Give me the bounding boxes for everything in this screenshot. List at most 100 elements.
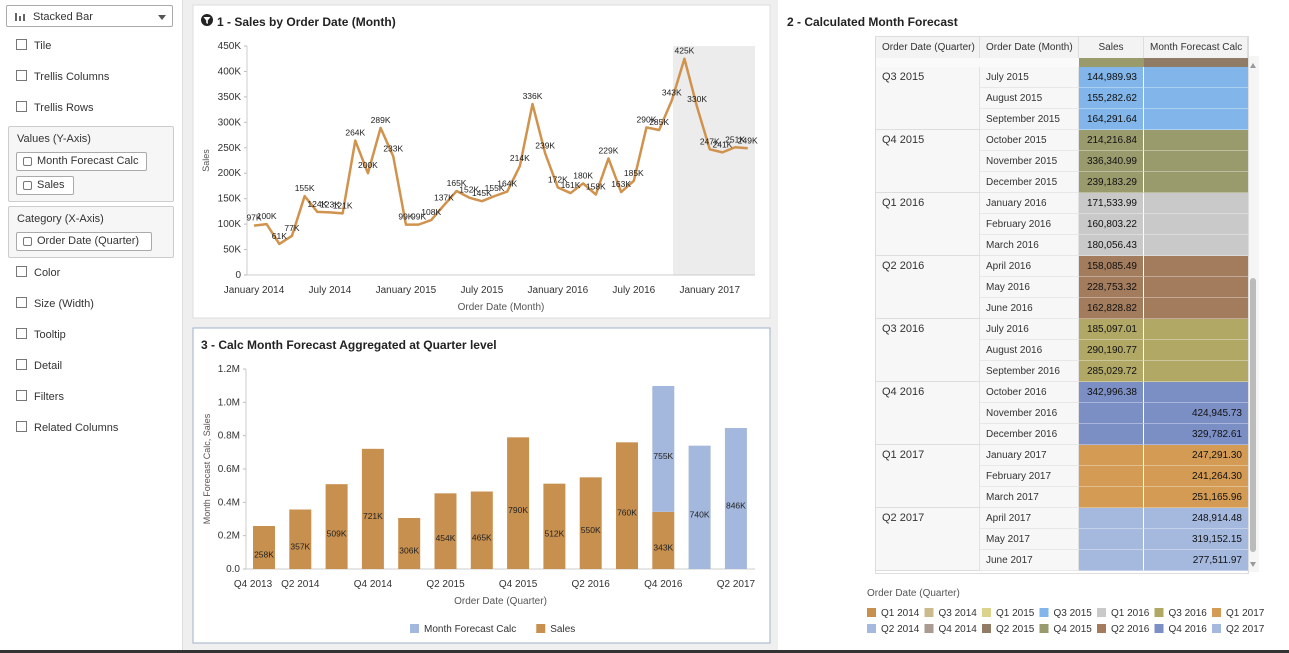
y-tick-label: 250K: [218, 143, 242, 154]
label: Tooltip: [34, 329, 66, 341]
panel-item[interactable]: Trellis Rows: [16, 99, 94, 117]
column-header[interactable]: Sales: [1079, 37, 1144, 58]
x-tick-label: January 2016: [528, 285, 589, 296]
column-header[interactable]: Order Date (Month): [980, 37, 1079, 58]
month-cell: March 2017: [980, 487, 1079, 508]
data-label: 425K: [675, 46, 695, 56]
panel-item[interactable]: Filters: [16, 388, 64, 406]
month-cell: December 2015: [980, 172, 1079, 193]
legend-swatch: [1097, 624, 1106, 633]
sales-cell: 155,282.62: [1079, 88, 1144, 109]
quarter-cell: Q3 2016: [876, 319, 980, 382]
label: Tile: [34, 40, 52, 52]
month-cell: December 2016: [980, 424, 1079, 445]
viz-type: Stacked Bar: [33, 11, 93, 23]
table-row: June 2017 277,511.97: [980, 550, 1248, 571]
data-label: 264K: [345, 128, 365, 138]
bar-segment: [579, 477, 602, 569]
y-tick-label: 50K: [223, 245, 241, 256]
month-cell: February 2017: [980, 466, 1079, 487]
table-row: January 2016 171,533.99: [980, 193, 1248, 214]
data-label: 158K: [586, 182, 606, 192]
data-label: 454K: [436, 533, 456, 543]
bar-segment: [652, 511, 675, 569]
data-label: 740K: [690, 509, 710, 519]
grammar-panel: Stacked Bar Tile Trellis Columns Trellis R…: [0, 0, 183, 650]
header-row: Order Date (Quarter) Order Date (Month) Sa…: [876, 37, 1248, 59]
sales-cell: 285,029.72: [1079, 361, 1144, 382]
table-row: July 2015 144,989.93: [980, 67, 1248, 88]
sales-cell: [1079, 424, 1144, 445]
table-row: April 2017 248,914.48: [980, 508, 1248, 529]
sales-cell: 180,056.43: [1079, 235, 1144, 256]
table-row: October 2015 214,216.84: [980, 130, 1248, 151]
pill[interactable]: Month Forecast Calc: [16, 152, 148, 171]
forecast-cell: [1144, 193, 1248, 214]
month-cell: May 2017: [980, 529, 1079, 550]
forecast-cell: [1144, 151, 1248, 172]
data-label: 123K: [320, 199, 340, 209]
legend-label: Q4 2015: [1054, 624, 1093, 635]
y-tick-label: 100K: [218, 219, 242, 230]
data-label: 163K: [611, 179, 631, 189]
sales-cell: 162,828.82: [1079, 298, 1144, 319]
y-tick-label: 200K: [218, 168, 242, 179]
quarter-cell: Q2 2016: [876, 256, 980, 319]
panel-item[interactable]: Related Columns: [16, 419, 118, 437]
legend-swatch: [536, 624, 546, 633]
label: Trellis Rows: [34, 102, 94, 114]
data-label: 165K: [447, 178, 467, 188]
legend-swatch: [924, 608, 934, 617]
data-label: 251K: [725, 134, 745, 144]
panel-item[interactable]: Size (Width): [16, 295, 94, 313]
y-tick-label: 0.8M: [218, 431, 240, 442]
bar-segment: [289, 509, 312, 569]
quarter-cell: Q4 2016: [876, 382, 980, 445]
panel-item[interactable]: Tooltip: [16, 326, 66, 344]
legend-swatch: [1154, 608, 1164, 617]
pill[interactable]: Order Date (Quarter): [16, 232, 152, 251]
month-cell: January 2017: [980, 445, 1079, 466]
forecast-cell: 424,945.73: [1144, 403, 1248, 424]
table: Order Date (Quarter) Order Date (Month) Sa…: [875, 36, 1249, 574]
bar-segment: [398, 518, 421, 569]
cut-cell: [1144, 58, 1248, 67]
legend-title: Order Date (Quarter): [867, 588, 960, 599]
y-tick-label: 450K: [218, 41, 242, 52]
x-tick-label: January 2015: [376, 285, 437, 296]
month-cell: July 2016: [980, 319, 1079, 340]
legend-label: Q2 2014: [881, 624, 920, 635]
panel-item[interactable]: Color: [16, 264, 60, 282]
sales-cell: 171,533.99: [1079, 193, 1144, 214]
icon: [16, 70, 27, 81]
data-label: 343K: [662, 87, 682, 97]
column-header[interactable]: Month Forecast Calc: [1144, 37, 1248, 58]
legend-label: Q1 2015: [996, 608, 1035, 619]
bar-segment: [652, 386, 675, 512]
panel-item[interactable]: Trellis Columns: [16, 68, 109, 86]
table-row: November 2016 424,945.73: [980, 403, 1248, 424]
data-label: 137K: [434, 192, 454, 202]
x-tick-label: Q4 2014: [354, 579, 393, 590]
sales-cell: 158,085.49: [1079, 256, 1144, 277]
month-cell: September 2015: [980, 109, 1079, 130]
table-row: August 2016 290,190.77: [980, 340, 1248, 361]
column-header[interactable]: Order Date (Quarter): [876, 37, 980, 58]
panel-item[interactable]: Tile: [16, 37, 51, 55]
data-label: 200K: [358, 160, 378, 170]
data-label: 846K: [726, 501, 746, 511]
bar-segment: [543, 483, 566, 569]
line-series: [253, 57, 748, 246]
month-cell: June 2016: [980, 298, 1079, 319]
forecast-cell: [1144, 382, 1248, 403]
viz-type-dropdown[interactable]: Stacked Bar: [6, 5, 173, 27]
legend-label: Q3 2015: [1054, 608, 1093, 619]
sales-cell: [1079, 403, 1144, 424]
panel-item[interactable]: Detail: [16, 357, 62, 375]
y-tick-label: 0.0: [226, 564, 240, 575]
sales-cell: 290,190.77: [1079, 340, 1144, 361]
data-label: 790K: [508, 505, 528, 515]
pill[interactable]: Sales: [16, 176, 74, 195]
data-label: 249K: [738, 135, 758, 145]
